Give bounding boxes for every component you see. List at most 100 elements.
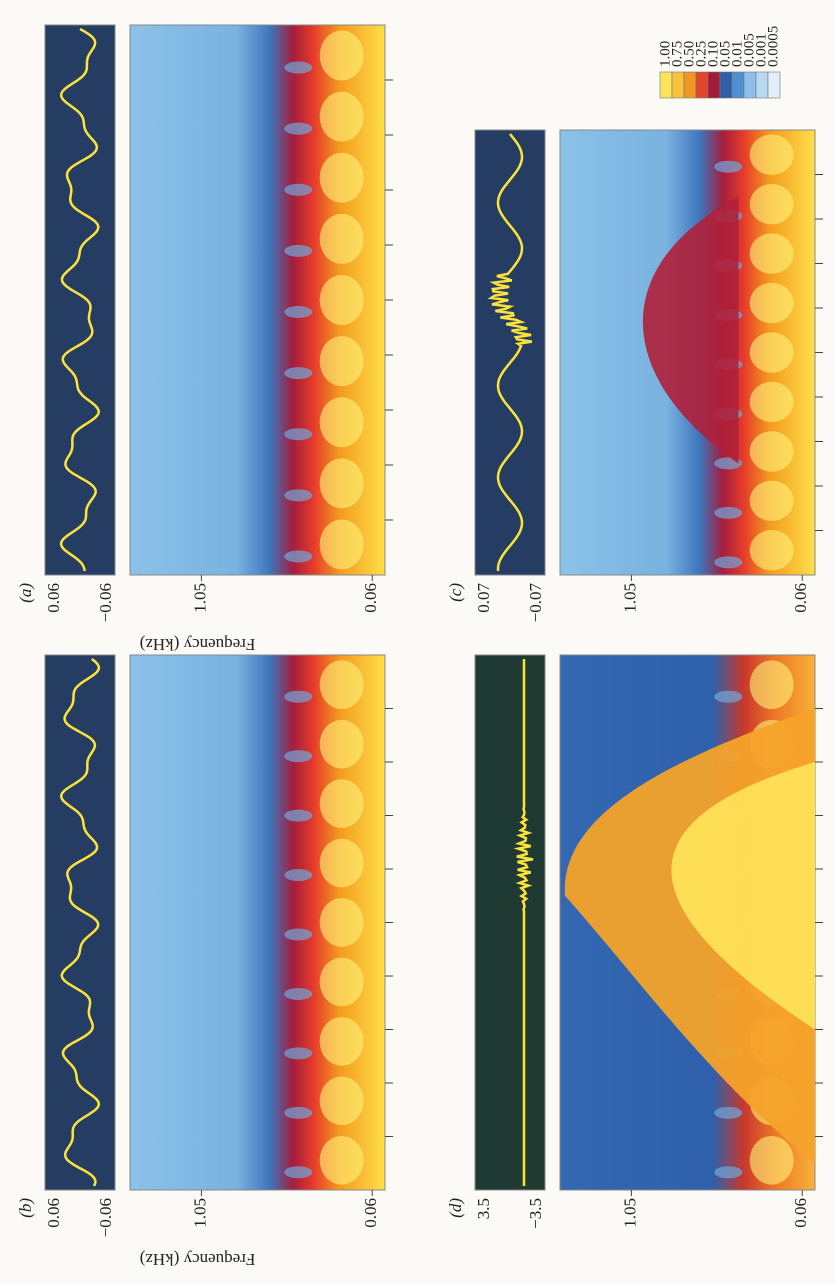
colorbar-label: 0.10 <box>705 41 721 67</box>
spectrogram-blob <box>714 506 743 519</box>
colorbar-label: 0.01 <box>729 41 745 67</box>
spectrogram-blob <box>749 282 794 324</box>
spectrogram-blob <box>714 690 743 703</box>
signal-tick-label: 0.06 <box>44 1198 63 1228</box>
signal-trace <box>59 658 101 1187</box>
spectrogram-blob <box>284 489 313 502</box>
spectrogram-blob <box>284 1106 313 1119</box>
spectrogram-blob <box>319 1076 364 1126</box>
frequency-tick-label: 0.06 <box>361 1198 380 1228</box>
spectrogram-blob <box>319 152 364 203</box>
frequency-tick-label: 1.05 <box>620 1198 639 1228</box>
spectrogram-blob <box>319 719 364 769</box>
spectrogram-blob <box>319 336 364 387</box>
signal-trace <box>513 659 534 1186</box>
frequency-tick-label: 1.05 <box>190 1198 209 1228</box>
spectrogram-blob <box>319 91 364 142</box>
colorbar-label: 1.00 <box>657 41 673 67</box>
spectrogram-blob <box>284 367 313 380</box>
spectrogram-blob <box>284 61 313 74</box>
spectrogram-blob <box>284 183 313 196</box>
signal-strip <box>44 654 116 1191</box>
spectrogram-blob <box>319 838 364 888</box>
spectrogram-blob <box>749 480 794 522</box>
spectrogram-blob <box>319 30 364 81</box>
colorbar-label: 0.25 <box>693 41 709 67</box>
spectrogram-blob <box>284 928 313 941</box>
colorbar-cell <box>767 71 781 99</box>
panel-label: (c) <box>446 583 465 602</box>
colorbar-label: 0.50 <box>681 41 697 67</box>
spectrogram-blob <box>284 1047 313 1060</box>
colorbar-cell <box>695 71 709 99</box>
spectrogram-blob <box>284 306 313 318</box>
panel-label: (b) <box>16 1198 35 1218</box>
spectrogram-blob <box>284 1166 313 1179</box>
colorbar-label: 0.001 <box>753 33 769 67</box>
frequency-tick-label: 0.06 <box>361 583 380 613</box>
spectrogram-blob <box>749 233 794 274</box>
frequency-tick-label: 0.06 <box>791 1198 810 1228</box>
frequency-tick-label: 1.05 <box>190 583 209 613</box>
spectrogram-blob <box>319 957 364 1007</box>
signal-tick-label: −3.5 <box>526 1198 545 1229</box>
spectrogram-blob <box>284 869 313 882</box>
spectrogram-blob <box>319 1017 364 1066</box>
axis-label: Frequency (kHz) <box>140 1250 256 1269</box>
signal-tick-label: 0.07 <box>474 583 493 613</box>
spectrogram-blob <box>319 275 364 325</box>
spectrogram-blob <box>319 458 364 509</box>
frequency-tick-label: 0.06 <box>791 583 810 613</box>
colorbar-cell <box>659 71 673 99</box>
signal-strip <box>474 129 546 576</box>
colorbar-label: 0.0005 <box>765 26 781 67</box>
signal-trace <box>487 133 533 572</box>
colorbar-label: 0.05 <box>717 41 733 67</box>
colorbar-cell <box>743 71 757 99</box>
spectrogram-blob <box>284 244 313 257</box>
spectrogram-blob <box>319 1135 364 1185</box>
signal-tick-label: −0.06 <box>96 583 115 622</box>
spectrogram-blob <box>749 660 794 710</box>
colorbar-label: 0.005 <box>741 33 757 67</box>
colorbar-cell <box>707 71 721 99</box>
spectrogram-blob <box>714 556 743 569</box>
spectrogram-blob <box>319 397 364 448</box>
colorbar-cell <box>755 71 769 99</box>
spectrogram-blob <box>749 134 794 175</box>
panel-label: (d) <box>446 1198 465 1218</box>
spectrogram-blob <box>714 1166 743 1179</box>
colorbar-label: 0.75 <box>669 41 685 67</box>
spectrogram-blob <box>319 779 364 828</box>
colorbar-cell <box>719 71 733 99</box>
signal-tick-label: −0.07 <box>526 583 545 623</box>
spectrogram-blob <box>284 428 313 441</box>
spectrogram-blob <box>319 660 364 710</box>
spectrogram-blob <box>284 550 313 563</box>
spectrogram-blob <box>749 530 794 571</box>
spectrogram-blob <box>284 750 313 763</box>
spectrogram-blob <box>714 1106 743 1119</box>
spectrogram-blob <box>284 987 313 1000</box>
panel-label: (a) <box>16 583 35 603</box>
frequency-tick-label: 1.05 <box>620 583 639 613</box>
spectrogram-blob <box>319 519 364 570</box>
colorbar-cell <box>683 71 697 99</box>
spectrogram-blob <box>749 431 794 472</box>
spectrogram-blob <box>284 690 313 703</box>
spectrogram-blob <box>714 160 743 173</box>
spectrogram-blob <box>284 809 313 822</box>
signal-tick-label: 3.5 <box>474 1198 493 1219</box>
signal-tick-label: −0.06 <box>96 1198 115 1237</box>
colorbar-cell <box>671 71 685 99</box>
signal-trace <box>59 27 101 572</box>
signal-strip <box>44 24 116 576</box>
spectrogram-blob <box>284 122 313 135</box>
spectrogram-blob <box>749 183 794 225</box>
spectrogram-blob <box>749 332 794 373</box>
spectrogram-blob <box>749 1135 794 1185</box>
signal-strip <box>474 654 546 1191</box>
signal-tick-label: 0.06 <box>44 583 63 613</box>
spectrogram-blob <box>319 213 364 264</box>
